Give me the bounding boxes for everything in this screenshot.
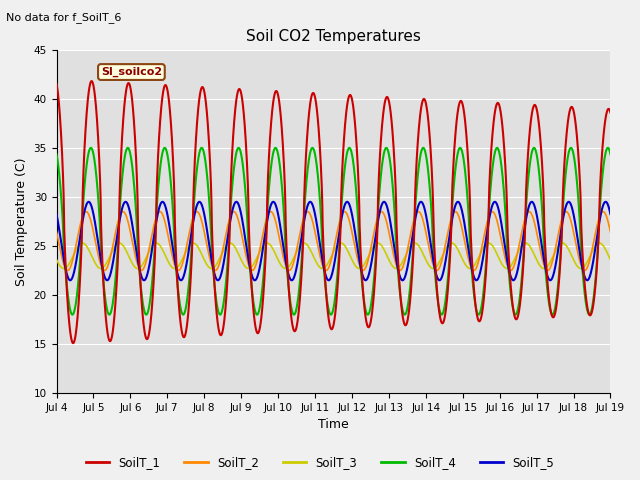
Text: Sl_soilco2: Sl_soilco2 xyxy=(101,67,162,77)
Title: Soil CO2 Temperatures: Soil CO2 Temperatures xyxy=(246,29,421,44)
Legend: SoilT_1, SoilT_2, SoilT_3, SoilT_4, SoilT_5: SoilT_1, SoilT_2, SoilT_3, SoilT_4, Soil… xyxy=(81,452,559,474)
Y-axis label: Soil Temperature (C): Soil Temperature (C) xyxy=(15,157,28,286)
Text: No data for f_SoilT_6: No data for f_SoilT_6 xyxy=(6,12,122,23)
X-axis label: Time: Time xyxy=(318,419,349,432)
